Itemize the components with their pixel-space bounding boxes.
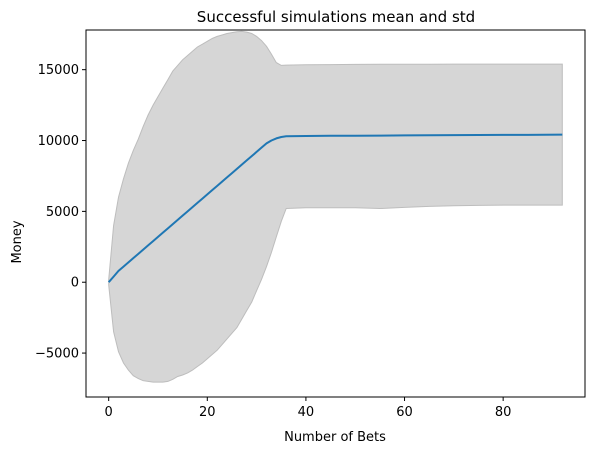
x-tick-label: 80 [495,405,512,420]
x-axis-ticks: 0 20 40 60 80 [105,397,512,420]
x-tick-label: 0 [105,405,113,420]
y-tick-label: 5000 [46,205,79,220]
y-axis-label: Money [10,220,25,263]
y-axis-ticks: −5000 0 5000 10000 15000 [35,63,86,362]
y-tick-label: 10000 [38,134,79,149]
plot-area [107,30,563,383]
y-tick-label: 15000 [38,63,79,78]
x-tick-label: 60 [396,405,413,420]
x-tick-label: 40 [298,405,315,420]
std-band [108,30,563,383]
x-tick-label: 20 [199,405,216,420]
y-tick-label: −5000 [35,347,79,362]
y-tick-label: 0 [71,276,79,291]
mean-line [107,133,563,283]
chart-title: Successful simulations mean and std [197,8,475,26]
x-axis-label: Number of Bets [284,430,386,445]
plot-frame [85,29,586,398]
